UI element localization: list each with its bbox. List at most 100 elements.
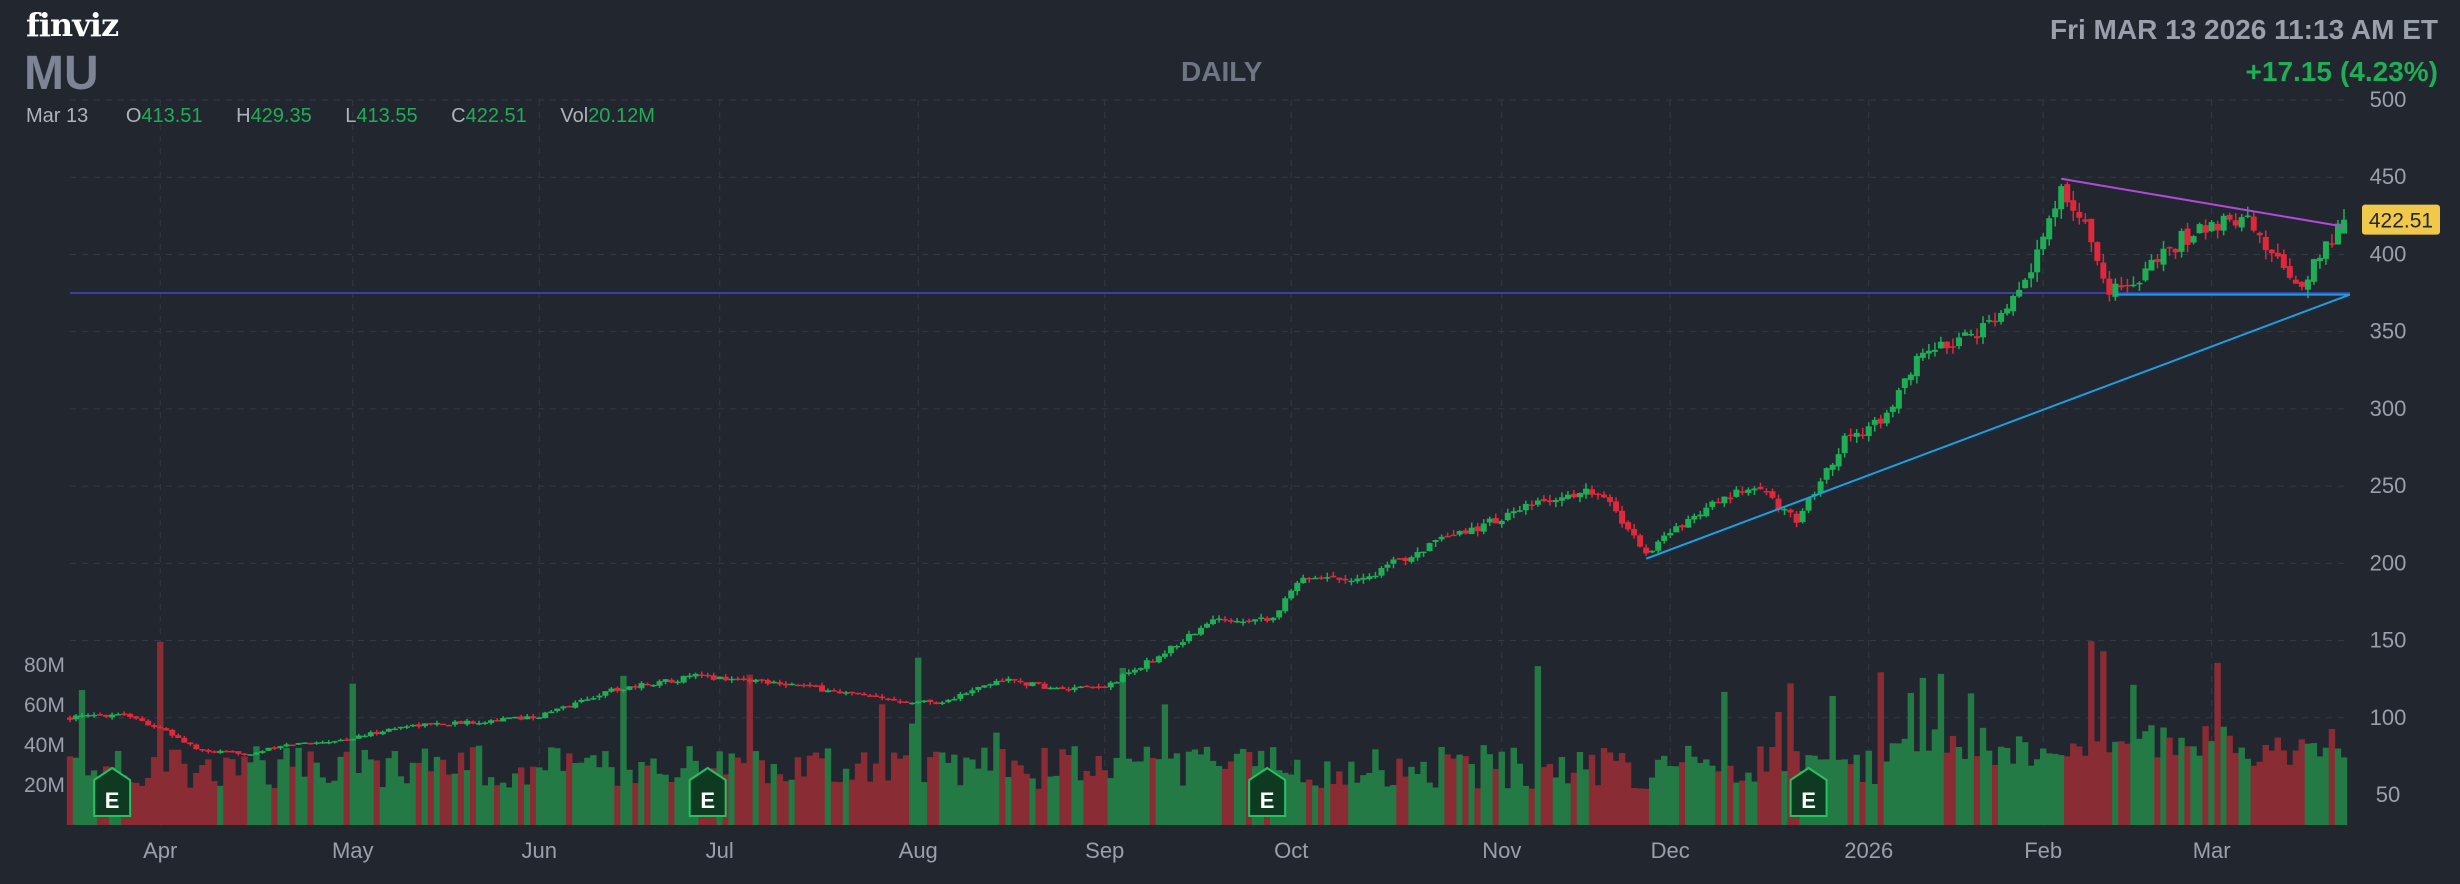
candle-body: [445, 724, 452, 727]
candle-body: [1029, 682, 1036, 687]
volume-bar: [650, 758, 657, 825]
volume-bar: [860, 752, 868, 825]
volume-bar: [2322, 747, 2330, 825]
candle-body: [2280, 254, 2287, 269]
volume-bar: [981, 747, 988, 825]
volume-bar: [1366, 772, 1373, 825]
candle-body: [1119, 674, 1126, 682]
volume-bar: [379, 787, 387, 825]
price-tick-label: 500: [2370, 87, 2407, 112]
volume-bar: [2328, 728, 2336, 825]
date-tick-label: Dec: [1651, 838, 1690, 863]
candle-body: [1745, 489, 1752, 493]
candle-body: [331, 741, 338, 743]
volume-bar: [987, 770, 994, 825]
volume-bar: [2124, 743, 2131, 825]
candle-body: [2088, 218, 2095, 243]
candle-body: [2334, 223, 2341, 245]
volume-bar: [2172, 754, 2179, 825]
price-tick-label: 150: [2370, 628, 2407, 653]
candle-body: [439, 723, 446, 726]
candle-body: [2058, 186, 2065, 210]
candle-body: [2184, 228, 2191, 245]
volume-bar: [397, 776, 405, 825]
candle-body: [2028, 272, 2035, 279]
volume-bar: [1089, 775, 1096, 825]
candle-body: [867, 695, 874, 697]
date-tick-label: Sep: [1085, 838, 1124, 863]
volume-bar: [1191, 749, 1199, 825]
volume-bar: [782, 781, 790, 825]
finviz-logo[interactable]: finviz: [26, 6, 119, 44]
candle-body: [1691, 515, 1698, 520]
chart-period[interactable]: DAILY: [1181, 56, 1263, 87]
candle-body: [67, 717, 73, 720]
candle-body: [710, 675, 717, 680]
candle-body: [1643, 547, 1650, 554]
volume-bar: [2220, 726, 2227, 825]
candle-body: [806, 684, 813, 687]
candle-body: [1883, 412, 1890, 424]
candle-body: [1372, 575, 1379, 578]
candle-body: [349, 738, 356, 741]
candle-body: [2046, 218, 2053, 240]
volume-bar: [301, 776, 308, 825]
candle-body: [1667, 532, 1674, 536]
candle-body: [728, 678, 735, 681]
candle-body: [957, 693, 964, 699]
candle-body: [1655, 541, 1662, 551]
volume-bar: [969, 759, 976, 825]
volume-bar: [632, 783, 639, 825]
volume-bar: [1967, 693, 1975, 825]
candle-body: [1246, 620, 1253, 622]
candle-body: [2118, 285, 2125, 288]
volume-bar: [349, 683, 356, 825]
candle-body: [873, 695, 880, 697]
volume-bar: [1390, 785, 1397, 825]
price-tick-label: 50: [2376, 782, 2400, 807]
volume-bar: [1648, 777, 1656, 825]
candle-body: [1859, 434, 1866, 437]
volume-bar: [848, 779, 856, 825]
volume-bar: [1685, 745, 1692, 825]
candle-body: [1330, 575, 1337, 578]
candle-body: [2304, 279, 2311, 290]
candle-body: [289, 744, 296, 747]
candle-body: [1282, 598, 1289, 612]
candle-body: [1775, 498, 1782, 510]
candle-body: [1161, 653, 1168, 657]
candle-body: [1107, 682, 1114, 688]
candle-body: [1540, 498, 1547, 502]
candle-body: [379, 731, 386, 735]
candle-body: [764, 679, 771, 684]
candle-body: [1727, 497, 1734, 500]
candle-body: [692, 673, 699, 677]
candle-body: [879, 696, 886, 699]
candle-body: [1889, 406, 1896, 412]
candle-body: [1625, 522, 1632, 530]
volume-bar: [812, 752, 820, 825]
volume-bar: [2100, 651, 2107, 825]
candle-body: [193, 744, 200, 750]
volume-bar: [1161, 704, 1169, 825]
volume-bar: [1233, 753, 1241, 825]
volume-bar: [2094, 741, 2101, 825]
volume-bar: [1703, 759, 1710, 825]
high-label: H: [236, 105, 251, 127]
candle-body: [181, 737, 188, 743]
candle-body: [818, 685, 825, 692]
timestamp: Fri MAR 13 2026 11:13 AM ET: [2049, 14, 2438, 45]
volume-bar: [1853, 754, 1860, 825]
candle-body: [2286, 266, 2293, 278]
volume-bar: [2304, 743, 2312, 825]
candle-body: [1781, 509, 1788, 511]
candle-body: [1998, 312, 2005, 322]
date-tick-label: Nov: [1482, 838, 1521, 863]
volume-bar: [169, 749, 176, 825]
volume-bar: [1077, 780, 1084, 825]
candle-body: [1071, 687, 1078, 690]
last-price-badge: 422.51: [2362, 204, 2440, 235]
volume-bar: [1829, 695, 1836, 825]
